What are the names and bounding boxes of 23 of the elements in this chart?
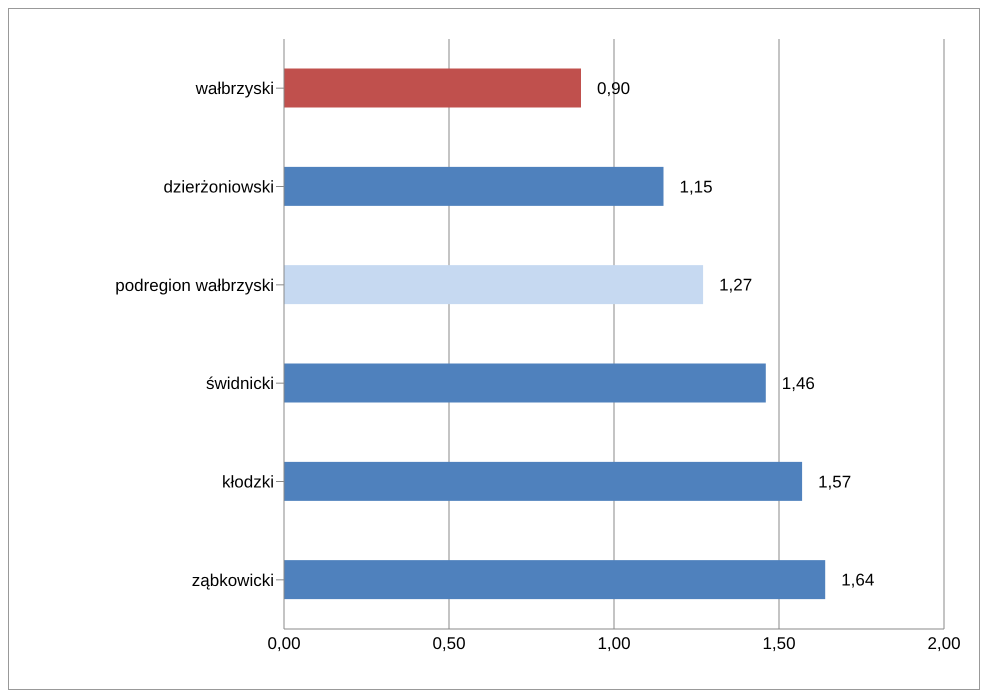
- bar: [284, 462, 802, 501]
- data-label: 1,27: [719, 276, 752, 295]
- bar: [284, 364, 766, 402]
- y-tick-label: kłodzki: [222, 472, 274, 492]
- data-label: 1,15: [680, 177, 713, 196]
- x-tick-label: 2,00: [927, 634, 961, 654]
- bar: [284, 265, 704, 304]
- bar: [284, 68, 581, 108]
- y-tick-label: podregion wałbrzyski: [115, 276, 274, 295]
- y-tick-label: świdnicki: [206, 374, 274, 394]
- data-label: 1,57: [818, 472, 852, 492]
- bar: [284, 166, 664, 206]
- bar: [284, 560, 826, 600]
- y-tick-label: wałbrzyski: [194, 79, 274, 98]
- y-tick-label: ząbkowicki: [192, 570, 274, 590]
- x-tick-label: 0,50: [432, 634, 466, 654]
- data-label: 0,90: [597, 79, 630, 98]
- y-tick-label: dzierżoniowski: [163, 178, 274, 197]
- data-label: 1,46: [782, 374, 815, 394]
- x-tick-label: 0,00: [267, 634, 301, 654]
- x-tick-label: 1,50: [762, 634, 796, 654]
- x-tick-label: 1,00: [597, 634, 631, 654]
- data-label: 1,64: [841, 570, 874, 590]
